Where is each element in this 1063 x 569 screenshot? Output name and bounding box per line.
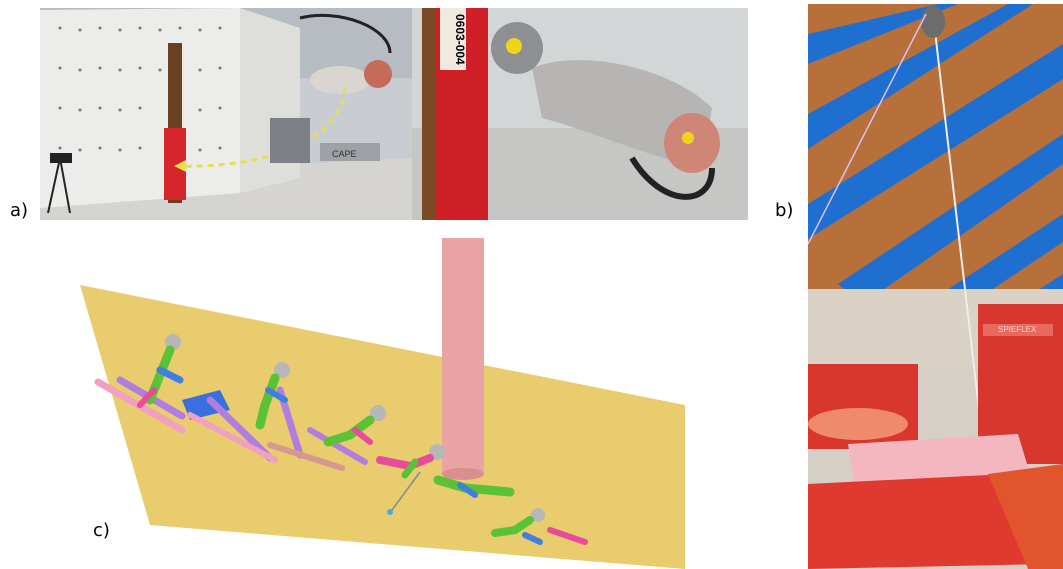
render-c-simulation-sequence (70, 230, 690, 569)
panel-label-b: b) (775, 200, 794, 221)
mat-brand-text: SPIEFLEX (998, 325, 1037, 334)
photo-b-drop-test-room: SPIEFLEX (808, 4, 1063, 569)
wall-marker-text: CAPE (332, 149, 357, 159)
panel-label-a: a) (10, 200, 29, 221)
panel-label-c: c) (93, 520, 110, 541)
photo-a-lab-overview: CAPE (40, 8, 412, 220)
photo-a-impact-closeup: 0603-004 (412, 8, 748, 220)
pole-id-text: 0603-004 (453, 14, 467, 65)
